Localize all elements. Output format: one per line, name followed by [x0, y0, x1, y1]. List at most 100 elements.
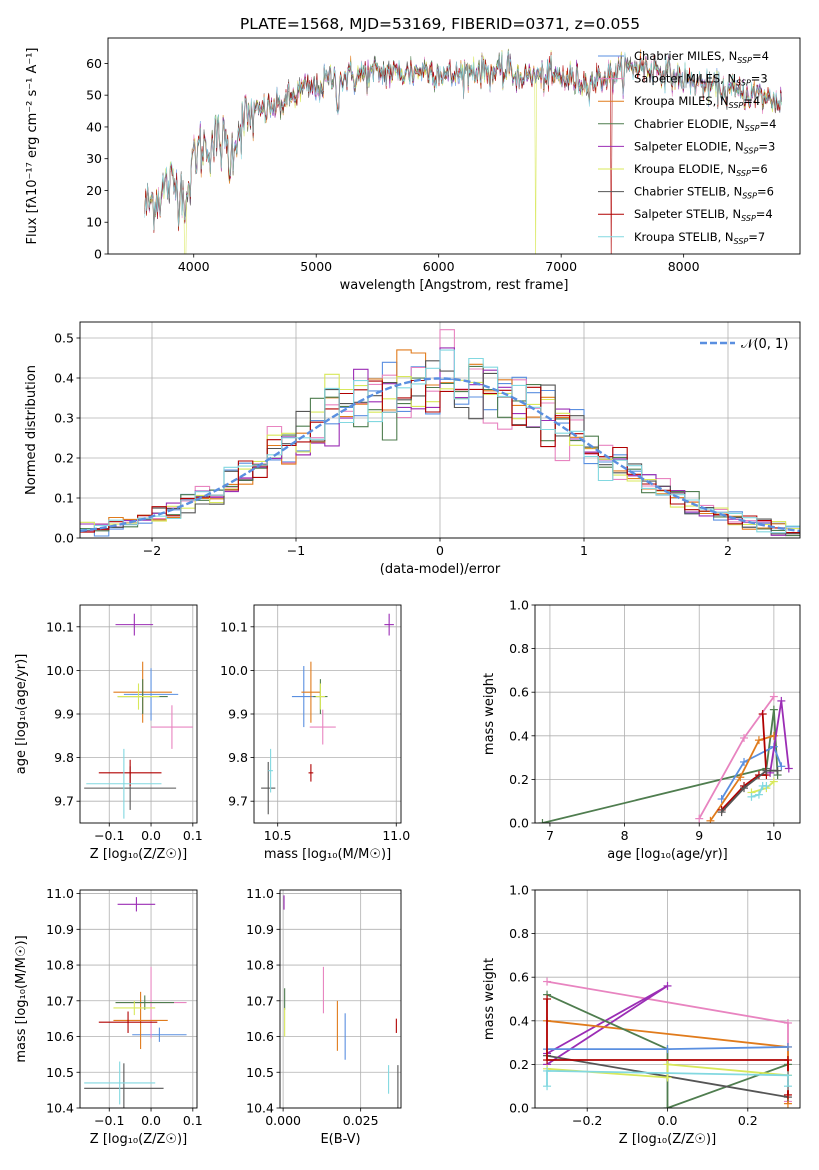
y-tick-label: 10.9 — [46, 922, 74, 937]
legend-subscript: SSP — [736, 79, 751, 88]
x-axis-label: Z [log₁₀(Z/Z☉)] — [90, 1132, 187, 1147]
legend-subscript: SSP — [742, 192, 757, 201]
plus-marker — [695, 814, 704, 823]
x-tick-label: −0.2 — [572, 1113, 602, 1128]
y-tick-label: 0 — [94, 247, 102, 262]
x-tick-label: 0.2 — [738, 1113, 758, 1128]
errorbar-point — [308, 764, 314, 782]
y-tick-label: 11.0 — [46, 886, 74, 901]
legend-entry: Chabrier ELODIE, NSSP=4 — [634, 117, 776, 133]
x-tick-label: 8000 — [668, 259, 700, 274]
plus-marker — [777, 696, 786, 705]
legend-count: =4 — [743, 94, 760, 108]
plus-marker — [740, 784, 749, 793]
y-tick-label: 9.7 — [228, 794, 248, 809]
y-tick-label: 10.7 — [246, 993, 274, 1008]
x-tick-label: 10.5 — [264, 828, 292, 843]
legend-entry: Salpeter STELIB, NSSP=4 — [634, 207, 773, 223]
x-tick-label: 1 — [580, 543, 588, 558]
plus-marker — [543, 1056, 552, 1065]
legend-text: Salpeter ELODIE, N — [634, 139, 744, 153]
ticks: −0.1 0.0 0.1 9.7 9.8 9.9 10.0 10.1 — [46, 619, 203, 843]
weight-line — [720, 769, 778, 813]
x-tick-label: 0.0 — [141, 1113, 161, 1128]
axes-frame — [534, 889, 801, 1109]
panel-mass_vs_EBV: 0.000 0.025 10.4 10.5 10.6 10.7 10.8 10.9 11.0 E(… — [246, 886, 402, 1147]
axes-frame — [107, 37, 801, 255]
plot-area — [283, 895, 399, 1108]
x-tick-label: 0.000 — [265, 1113, 301, 1128]
legend-subscript: SSP — [745, 124, 760, 133]
ticks: −0.2 0.0 0.2 0.0 0.2 0.4 0.6 0.8 1.0 — [509, 883, 758, 1129]
errorbar-point — [123, 668, 179, 721]
legend-count: =4 — [752, 49, 769, 63]
errorbar-point — [115, 995, 175, 1010]
axes-frame — [534, 604, 801, 824]
legend-entry: Salpeter MILES, NSSP=3 — [634, 72, 768, 88]
y-tick-label: 60 — [86, 56, 102, 71]
y-tick-label: 0.0 — [509, 816, 529, 831]
y-tick-label: 0.8 — [509, 641, 529, 656]
y-tick-label: 10.6 — [246, 1029, 274, 1044]
plus-marker — [783, 1082, 792, 1091]
y-tick-label: 10.4 — [246, 1101, 274, 1116]
legend-entry: Chabrier STELIB, NSSP=6 — [634, 185, 774, 201]
plus-marker — [783, 1071, 792, 1080]
y-tick-label: 0.4 — [54, 371, 74, 386]
plus-marker — [783, 1042, 792, 1051]
legend-count: =3 — [758, 139, 775, 153]
axes-frame — [79, 321, 801, 539]
plus-marker — [769, 692, 778, 701]
plus-marker — [538, 819, 547, 823]
errorbar-point — [261, 761, 276, 815]
errorbar-point — [84, 1061, 156, 1105]
weight-line — [720, 745, 783, 800]
plus-marker — [747, 792, 756, 801]
panel-age_vs_mass: 10.5 11.0 9.7 9.8 9.9 10.0 10.1 mass [log₁₀(M/M… — [220, 604, 410, 862]
legend-text: Salpeter MILES, N — [634, 72, 736, 86]
errorbar-point — [113, 1000, 156, 1016]
plus-marker — [754, 736, 763, 745]
errorbar-point — [113, 991, 168, 1050]
errorbar-point — [117, 897, 156, 912]
legend-text: Chabrier ELODIE, N — [634, 117, 745, 131]
y-axis-label: mass [log₁₀(M/M☉)] — [14, 935, 29, 1062]
x-tick-label: 0.0 — [658, 1113, 678, 1128]
plus-marker — [769, 705, 778, 714]
x-axis-label: mass [log₁₀(M/M☉)] — [264, 847, 391, 862]
histogram-series — [80, 349, 800, 534]
y-tick-label: 10.8 — [246, 958, 274, 973]
y-tick-label: 10 — [86, 215, 102, 230]
errorbar-point — [301, 661, 321, 723]
plot-area — [543, 977, 792, 1108]
y-tick-label: 0.8 — [509, 926, 529, 941]
legend-subscript: SSP — [729, 101, 744, 110]
legend-subscript: SSP — [737, 56, 752, 65]
y-tick-label: 50 — [86, 88, 102, 103]
axes-frame — [79, 604, 198, 824]
y-axis-label: age [log₁₀(age/yr)] — [14, 654, 29, 775]
legend-text: Chabrier MILES, N — [634, 49, 737, 63]
x-axis-label: Z [log₁₀(Z/Z☉)] — [619, 1132, 716, 1147]
legend-count: =4 — [760, 117, 777, 131]
plus-marker — [663, 1045, 672, 1054]
legend-count: =4 — [756, 207, 773, 221]
legend-entry: Kroupa MILES, NSSP=4 — [634, 94, 760, 110]
panel-mass_vs_Z: −0.1 0.0 0.1 10.4 10.5 10.6 10.7 10.8 10.9 11.0 Z … — [14, 886, 203, 1147]
plus-marker — [783, 1018, 792, 1027]
plus-marker — [784, 764, 793, 773]
ticks: 7 8 9 10 0.0 0.2 0.4 0.6 0.8 1.0 — [509, 598, 782, 844]
x-tick-label: 6000 — [423, 259, 455, 274]
plus-marker — [663, 981, 672, 990]
x-tick-label: −1 — [287, 543, 305, 558]
y-tick-label: 9.8 — [228, 750, 248, 765]
plot-area — [144, 48, 782, 254]
axes-frame — [79, 889, 198, 1109]
legend-text: Chabrier STELIB, N — [634, 185, 742, 199]
plus-marker — [740, 733, 749, 742]
legend-subscript: SSP — [741, 214, 756, 223]
y-tick-label: 9.7 — [54, 794, 74, 809]
x-tick-label: 8 — [621, 828, 629, 843]
x-tick-label: 2 — [724, 543, 732, 558]
